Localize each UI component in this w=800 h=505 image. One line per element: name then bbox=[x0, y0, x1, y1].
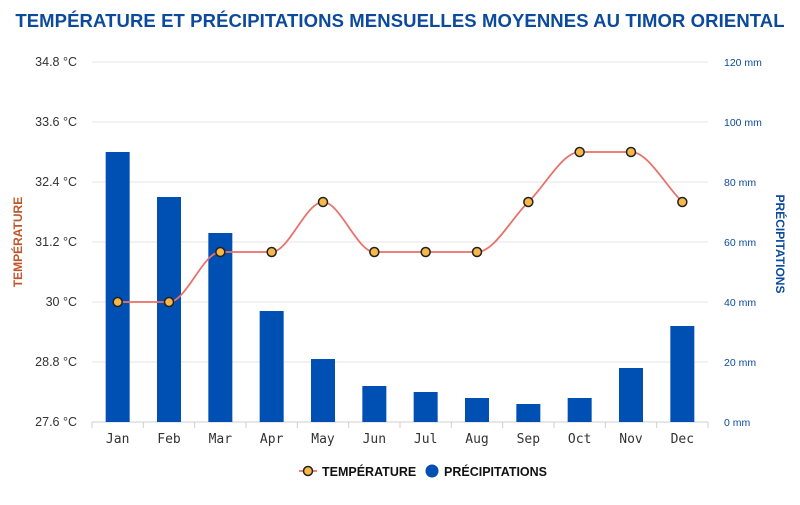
temperature-point bbox=[574, 146, 585, 158]
temperature-point bbox=[163, 296, 175, 308]
precipitation-bar bbox=[105, 152, 130, 422]
y-right-axis-label: PRÉCIPITATIONS bbox=[773, 195, 788, 294]
legend: TEMPÉRATURE PRÉCIPITATIONS bbox=[299, 464, 547, 479]
y-left-tick-label: 31.2 °C bbox=[35, 235, 77, 249]
precipitation-bar bbox=[465, 398, 489, 422]
legend-line-marker bbox=[302, 465, 314, 477]
x-tick-label: Jan bbox=[106, 432, 129, 447]
precipitation-bar bbox=[157, 197, 181, 422]
temperature-point bbox=[266, 246, 277, 258]
x-tick-label: Feb bbox=[157, 432, 181, 447]
x-tick-label: Apr bbox=[260, 432, 284, 447]
temperature-point bbox=[369, 246, 380, 258]
temperature-point bbox=[420, 246, 431, 258]
precipitation-bars bbox=[105, 152, 695, 422]
x-axis bbox=[91, 422, 709, 428]
y-left-tick-label: 32.4 °C bbox=[35, 175, 77, 189]
y-right-tick-label: 0 mm bbox=[724, 417, 751, 429]
x-tick-label: Sep bbox=[517, 432, 541, 447]
y-right-tick-label: 40 mm bbox=[724, 297, 756, 309]
precipitation-bar bbox=[311, 359, 335, 422]
temperature-point bbox=[523, 196, 534, 208]
temperature-point bbox=[112, 296, 123, 308]
temperature-line bbox=[112, 146, 688, 308]
y-right-tick-label: 120 mm bbox=[724, 57, 762, 69]
x-tick-label: Dec bbox=[671, 432, 694, 447]
y-left-tick-label: 27.6 °C bbox=[35, 415, 77, 429]
precipitation-bar bbox=[259, 311, 284, 422]
precipitation-bar bbox=[567, 398, 592, 422]
x-tick-label: Nov bbox=[619, 432, 643, 447]
axis-labels: TEMPÉRATURE PRÉCIPITATIONS bbox=[10, 195, 788, 294]
precipitation-bar bbox=[670, 326, 695, 422]
y-left-tick-label: 33.6 °C bbox=[35, 115, 77, 129]
y-left-tick-label: 34.8 °C bbox=[35, 55, 77, 69]
precipitation-bar bbox=[516, 404, 541, 422]
x-tick-label: Oct bbox=[568, 432, 591, 447]
x-tick-label: Jun bbox=[363, 432, 386, 447]
y-right-tick-label: 80 mm bbox=[724, 177, 756, 189]
precipitation-bar bbox=[362, 386, 387, 422]
x-tick-label: May bbox=[311, 432, 335, 447]
y-right-tick-label: 100 mm bbox=[724, 117, 762, 129]
temperature-point bbox=[317, 196, 329, 208]
y-left-axis-label: TEMPÉRATURE bbox=[10, 197, 25, 287]
precipitation-bar bbox=[413, 392, 438, 422]
precipitation-bar bbox=[619, 368, 643, 422]
temperature-line-path bbox=[117, 151, 683, 303]
x-tick-label: Aug bbox=[465, 432, 488, 447]
y-left-tick-label: 30 °C bbox=[46, 295, 77, 309]
x-tick-label: Jul bbox=[414, 432, 437, 447]
temperature-point bbox=[215, 246, 226, 258]
chart-title: TEMPÉRATURE ET PRÉCIPITATIONS MENSUELLES… bbox=[15, 10, 785, 31]
temperature-point bbox=[625, 146, 637, 158]
grid-lines bbox=[92, 61, 708, 423]
temperature-point bbox=[471, 246, 483, 258]
precipitation-bar bbox=[208, 233, 233, 422]
y-right-tick-label: 20 mm bbox=[724, 357, 756, 369]
legend-item-precipitation: PRÉCIPITATIONS bbox=[444, 464, 547, 479]
legend-item-temperature: TEMPÉRATURE bbox=[322, 464, 416, 479]
x-tick-label: Mar bbox=[209, 432, 233, 447]
temperature-point bbox=[677, 196, 688, 208]
y-left-tick-label: 28.8 °C bbox=[35, 355, 77, 369]
y-right-tick-label: 60 mm bbox=[724, 237, 756, 249]
legend-bar-swatch bbox=[425, 464, 439, 478]
tick-labels: 27.6 °C 28.8 °C 30 °C 31.2 °C 32.4 °C 33.6 °C… bbox=[35, 55, 762, 447]
